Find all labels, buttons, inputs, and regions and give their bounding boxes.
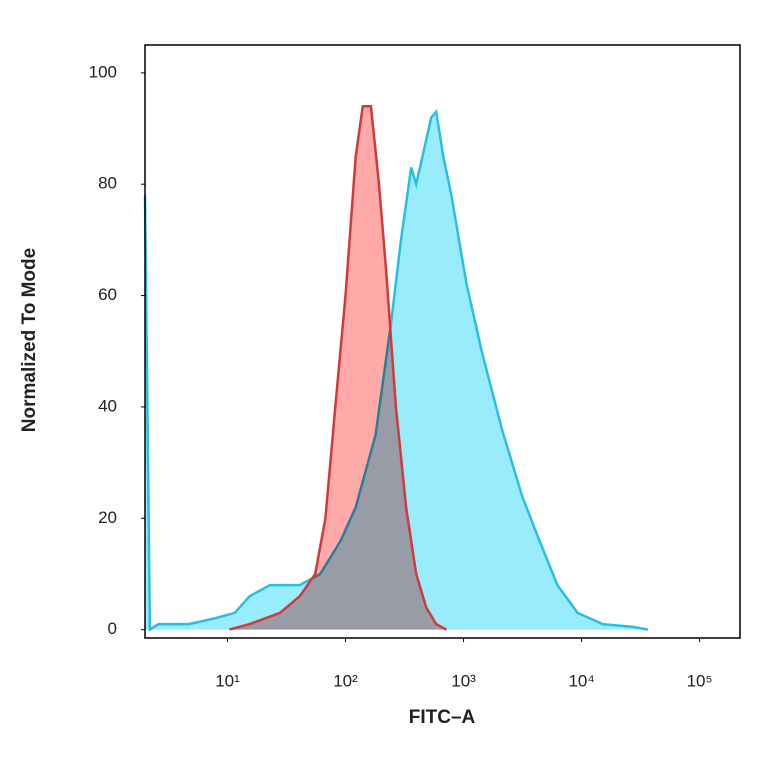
y-tick-label: 60 [98,285,117,304]
x-tick-label: 10⁴ [568,671,594,690]
y-tick-label: 40 [98,396,117,415]
y-axis-label: Normalized To Mode [19,248,40,432]
x-tick-label: 10⁵ [687,671,713,690]
y-tick-label: 100 [89,62,117,81]
series-line [143,108,649,632]
y-tick-label: 0 [108,619,117,638]
x-tick-label: 10³ [451,671,476,690]
plot-frame [144,44,741,639]
x-tick-label: 10² [333,671,358,690]
series-line [229,104,447,631]
y-tick-label: 20 [98,508,117,527]
series-area [145,111,649,630]
y-tick-label: 80 [98,174,117,193]
x-tick-label: 10¹ [215,671,240,690]
x-axis-label: FITC–A [409,707,476,728]
series-area [229,106,447,630]
